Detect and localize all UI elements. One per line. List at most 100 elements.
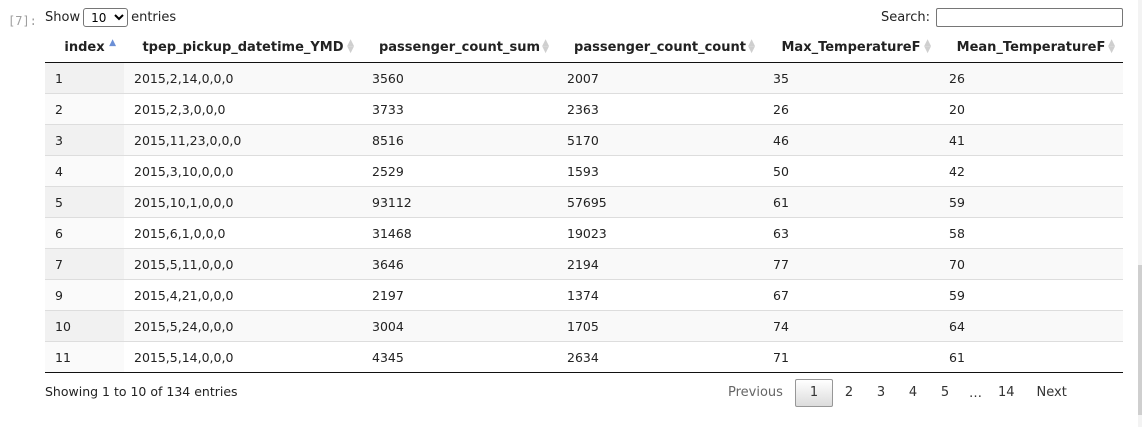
table-info: Showing 1 to 10 of 134 entries: [45, 384, 238, 399]
search-input[interactable]: [936, 8, 1123, 27]
table-cell-passenger-count-sum: 4345: [362, 341, 557, 373]
table-cell-max-temperaturef: 67: [763, 279, 939, 311]
page-button-4[interactable]: 4: [908, 385, 918, 400]
table-row: 6 2015,6,1,0,0,0 31468 19023 63 58: [45, 217, 1123, 249]
table-cell-mean-temperaturef: 61: [939, 341, 1123, 373]
sort-ascending-icon: ▲: [109, 38, 116, 48]
table-cell-mean-temperaturef: 26: [939, 62, 1123, 94]
table-cell-passenger-count-count: 19023: [557, 217, 763, 249]
column-header-label: passenger_count_count: [574, 39, 746, 55]
entries-label: entries: [131, 10, 177, 25]
show-label: Show: [45, 10, 81, 25]
column-header-label: Max_TemperatureF: [781, 39, 921, 55]
table-cell-mean-temperaturef: 42: [939, 155, 1123, 187]
table-cell-passenger-count-sum: 93112: [362, 186, 557, 218]
table-cell-mean-temperaturef: 70: [939, 248, 1123, 280]
table-row: 4 2015,3,10,0,0,0 2529 1593 50 42: [45, 155, 1123, 187]
table-row: 1 2015,2,14,0,0,0 3560 2007 35 26: [45, 62, 1123, 94]
table-row: 2 2015,2,3,0,0,0 3733 2363 26 20: [45, 93, 1123, 125]
page-button-3[interactable]: 3: [876, 385, 886, 400]
scrollbar[interactable]: [1138, 0, 1142, 427]
table-cell-passenger-count-sum: 3646: [362, 248, 557, 280]
sort-icon: ▲ ▼: [347, 38, 354, 55]
sort-icon: ▲ ▼: [1108, 38, 1115, 55]
sort-ascending-icon: ▲: [542, 38, 549, 48]
sort-ascending-icon: ▲: [347, 38, 354, 48]
table-cell-index: 4: [45, 155, 124, 187]
table-row: 11 2015,5,14,0,0,0 4345 2634 71 61: [45, 341, 1123, 373]
table-cell-passenger-count-sum: 2197: [362, 279, 557, 311]
table-cell-tpep-pickup-datetime-ymd: 2015,6,1,0,0,0: [124, 217, 362, 249]
table-cell-tpep-pickup-datetime-ymd: 2015,2,3,0,0,0: [124, 93, 362, 125]
table-cell-passenger-count-count: 1593: [557, 155, 763, 187]
next-page-button[interactable]: Next: [1036, 385, 1067, 400]
table-cell-passenger-count-count: 1374: [557, 279, 763, 311]
scrollbar-thumb[interactable]: [1138, 265, 1142, 415]
previous-page-button[interactable]: Previous: [728, 385, 783, 400]
table-cell-passenger-count-count: 57695: [557, 186, 763, 218]
table-cell-passenger-count-sum: 3004: [362, 310, 557, 342]
table-cell-max-temperaturef: 77: [763, 248, 939, 280]
table-cell-passenger-count-sum: 3560: [362, 62, 557, 94]
column-header-passenger-count-count[interactable]: passenger_count_count ▲ ▼: [557, 32, 763, 63]
table-cell-tpep-pickup-datetime-ymd: 2015,3,10,0,0,0: [124, 155, 362, 187]
table-cell-passenger-count-count: 2007: [557, 62, 763, 94]
page-button-5[interactable]: 5: [940, 385, 950, 400]
table-cell-max-temperaturef: 50: [763, 155, 939, 187]
column-header-tpep-pickup-datetime-ymd[interactable]: tpep_pickup_datetime_YMD ▲ ▼: [124, 32, 362, 63]
table-cell-index: 2: [45, 93, 124, 125]
table-cell-tpep-pickup-datetime-ymd: 2015,5,11,0,0,0: [124, 248, 362, 280]
pagination-ellipsis: …: [968, 385, 982, 401]
table-cell-passenger-count-sum: 31468: [362, 217, 557, 249]
table-row: 5 2015,10,1,0,0,0 93112 57695 61 59: [45, 186, 1123, 218]
column-header-label: index: [64, 39, 105, 55]
table-cell-passenger-count-sum: 2529: [362, 155, 557, 187]
column-header-index[interactable]: index ▲: [45, 32, 124, 63]
table-cell-index: 3: [45, 124, 124, 156]
length-menu: Show 10 entries: [45, 8, 176, 27]
table-cell-passenger-count-count: 1705: [557, 310, 763, 342]
table-cell-tpep-pickup-datetime-ymd: 2015,10,1,0,0,0: [124, 186, 362, 218]
table-cell-passenger-count-count: 5170: [557, 124, 763, 156]
column-header-mean-temperaturef[interactable]: Mean_TemperatureF ▲ ▼: [939, 32, 1123, 63]
table-cell-mean-temperaturef: 58: [939, 217, 1123, 249]
page-button-last[interactable]: 14: [997, 385, 1015, 400]
table-cell-mean-temperaturef: 59: [939, 186, 1123, 218]
column-header-label: passenger_count_sum: [378, 39, 541, 55]
table-cell-passenger-count-count: 2363: [557, 93, 763, 125]
sort-icon: ▲ ▼: [924, 39, 931, 55]
table-cell-mean-temperaturef: 41: [939, 124, 1123, 156]
table-cell-mean-temperaturef: 64: [939, 310, 1123, 342]
column-header-max-temperaturef[interactable]: Max_TemperatureF ▲ ▼: [763, 32, 939, 63]
table-cell-index: 6: [45, 217, 124, 249]
entries-per-page-select[interactable]: 10: [83, 8, 129, 27]
sort-icon: ▲ ▼: [542, 38, 549, 55]
table-header-row: index ▲ tpep_pickup_datetime_YMD ▲ ▼ passenge…: [45, 32, 1123, 63]
sort-ascending-icon: ▲: [1108, 38, 1115, 48]
column-header-passenger-count-sum[interactable]: passenger_count_sum ▲ ▼: [362, 32, 557, 63]
search-filter: Search:: [881, 8, 1123, 27]
sort-descending-icon: ▼: [347, 45, 354, 55]
table-cell-passenger-count-sum: 3733: [362, 93, 557, 125]
table-cell-max-temperaturef: 63: [763, 217, 939, 249]
table-cell-max-temperaturef: 26: [763, 93, 939, 125]
table-cell-passenger-count-count: 2194: [557, 248, 763, 280]
table-cell-index: 5: [45, 186, 124, 218]
table-row: 9 2015,4,21,0,0,0 2197 1374 67 59: [45, 279, 1123, 311]
sort-icon: ▲ ▼: [748, 39, 755, 55]
table-cell-index: 1: [45, 62, 124, 94]
sort-descending-icon: ▼: [1108, 45, 1115, 55]
table-cell-index: 11: [45, 341, 124, 373]
sort-icon: ▲: [109, 38, 116, 48]
table-row: 3 2015,11,23,0,0,0 8516 5170 46 41: [45, 124, 1123, 156]
column-header-label: tpep_pickup_datetime_YMD: [142, 39, 344, 55]
page-button-1[interactable]: 1: [794, 379, 833, 407]
table-cell-tpep-pickup-datetime-ymd: 2015,2,14,0,0,0: [124, 62, 362, 94]
table-cell-mean-temperaturef: 59: [939, 279, 1123, 311]
table-row: 7 2015,5,11,0,0,0 3646 2194 77 70: [45, 248, 1123, 280]
table-cell-passenger-count-sum: 8516: [362, 124, 557, 156]
page-button-2[interactable]: 2: [844, 385, 854, 400]
pagination: Previous 1 2 3 4 5 … 14 Next: [716, 379, 1081, 407]
table-cell-mean-temperaturef: 20: [939, 93, 1123, 125]
table-body: 1 2015,2,14,0,0,0 3560 2007 35 26 2 2015,2,3,0,…: [45, 62, 1123, 373]
